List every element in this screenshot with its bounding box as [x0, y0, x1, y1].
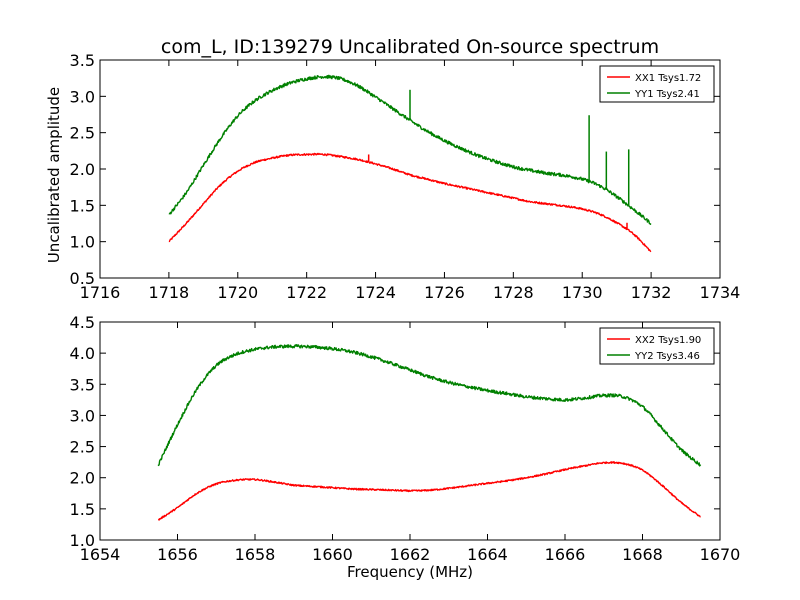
y-tick-label: 1.5: [70, 196, 95, 215]
series-line-xx2: [157, 461, 701, 521]
x-tick-label: 1666: [545, 545, 586, 564]
y-tick-label: 2.0: [70, 160, 95, 179]
x-tick-label: 1654: [80, 545, 121, 564]
legend: XX2 Tsys1.90 YY2 Tsys3.46: [599, 327, 715, 365]
y-tick-label: 1.5: [70, 500, 95, 519]
x-tick-label: 1668: [622, 545, 663, 564]
y-tick-label: 0.5: [70, 269, 95, 288]
y-tick-label: 2.5: [70, 124, 95, 143]
y-tick-label: 2.0: [70, 469, 95, 488]
x-tick-label: 1716: [80, 283, 121, 302]
y-tick-label: 3.0: [70, 406, 95, 425]
chart-title: com_L, ID:139279 Uncalibrated On-source …: [161, 36, 659, 58]
y-tick-label: 1.0: [70, 233, 95, 252]
x-axis-title: Frequency (MHz): [347, 563, 473, 581]
y-tick-label: 4.5: [70, 313, 95, 332]
x-tick-label: 1718: [149, 283, 190, 302]
x-tick-label: 1732: [631, 283, 672, 302]
y-tick-label: 3.5: [70, 51, 95, 70]
y-tick-label: 3.5: [70, 375, 95, 394]
legend-box: [599, 65, 715, 103]
y-tick-label: 3.0: [70, 87, 95, 106]
y-tick-label: 1.0: [70, 531, 95, 550]
legend-label: XX2 Tsys1.90: [635, 335, 701, 346]
y-tick-label: 2.5: [70, 438, 95, 457]
x-tick-label: 1662: [390, 545, 431, 564]
legend-label: YY1 Tsys2.41: [634, 89, 700, 100]
x-tick-label: 1728: [493, 283, 534, 302]
series-line-yy2: [157, 344, 702, 467]
x-tick-label: 1664: [467, 545, 508, 564]
x-tick-label: 1658: [235, 545, 276, 564]
bottom-subplot: 1654 1656 1658 1660 1662 1664 1666 1668 1670 1.0 1…: [70, 313, 741, 564]
x-tick-label: 1730: [562, 283, 603, 302]
x-tick-label: 1660: [312, 545, 353, 564]
x-tick-label: 1734: [700, 283, 741, 302]
x-tick-label: 1724: [355, 283, 396, 302]
y-tick-label: 4.0: [70, 344, 95, 363]
x-tick-label: 1720: [217, 283, 258, 302]
x-tick-label: 1722: [286, 283, 327, 302]
series-line-xx1: [168, 152, 652, 253]
legend-label: YY2 Tsys3.46: [634, 351, 700, 362]
x-tick-label: 1670: [700, 545, 741, 564]
x-tick-label: 1656: [157, 545, 198, 564]
legend-box: [599, 327, 715, 365]
top-subplot: 1716 1718 1720 1722 1724 1726 1728 1730 1732 1734…: [70, 51, 741, 302]
legend: XX1 Tsys1.72 YY1 Tsys2.41: [599, 65, 715, 103]
y-axis-title: Uncalibrated amplitude: [45, 87, 63, 263]
x-tick-label: 1726: [424, 283, 465, 302]
legend-label: XX1 Tsys1.72: [635, 73, 701, 84]
